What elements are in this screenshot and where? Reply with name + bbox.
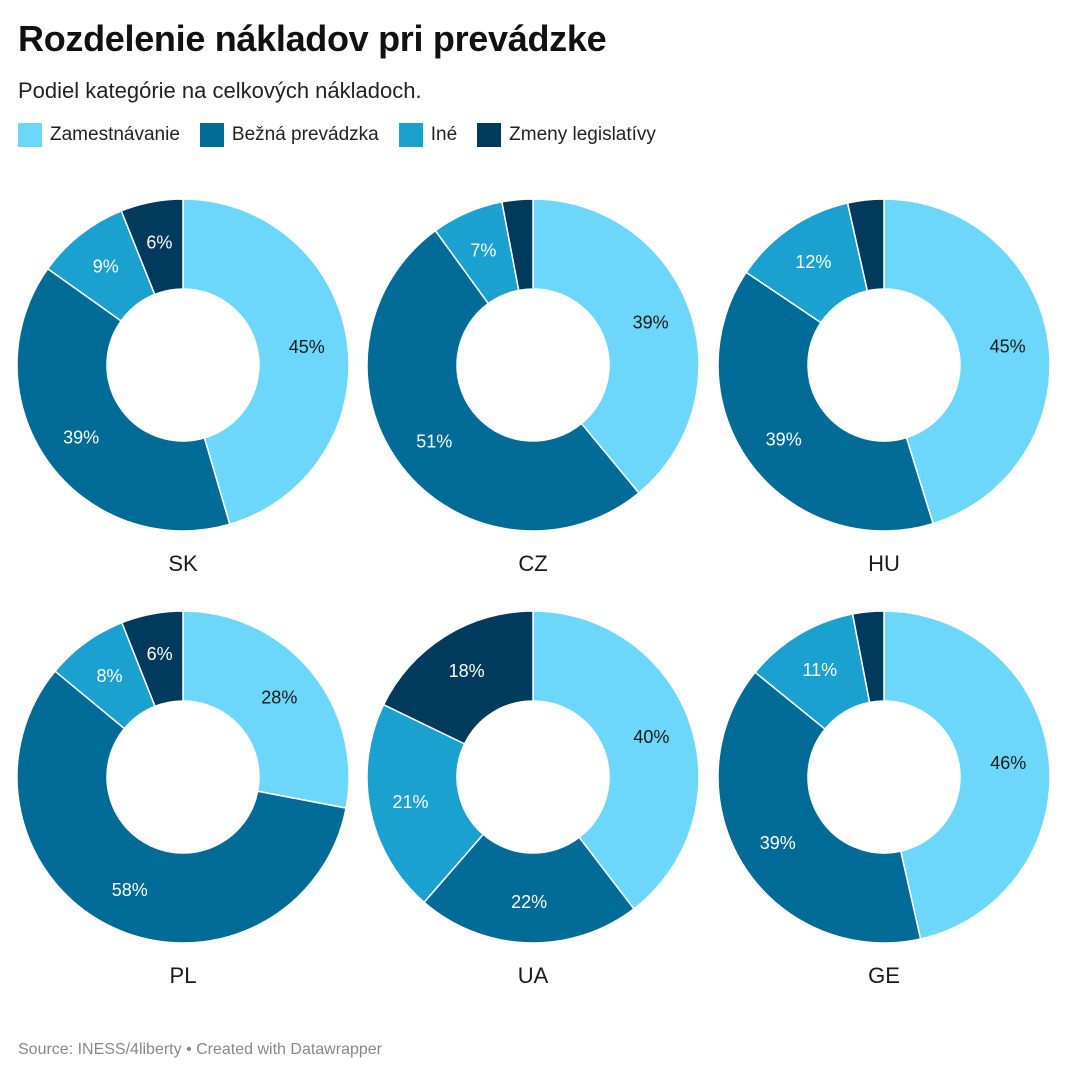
legend-label: Zmeny legislatívy	[509, 124, 656, 145]
slice-label-ine: 9%	[93, 257, 119, 277]
legend-label: Zamestnávanie	[50, 124, 180, 145]
slice-label-ine: 8%	[97, 666, 123, 686]
donut-svg: 45% 39% 9% 6%	[16, 198, 350, 532]
slice-label-bezna-prevadzka: 58%	[112, 880, 148, 900]
donut-title: GE	[868, 963, 900, 988]
legend-swatch	[398, 123, 423, 147]
source-footer: Source: INESS/4liberty • Created with Da…	[18, 1041, 382, 1058]
slice-label-bezna-prevadzka: 39%	[766, 430, 802, 450]
slice-zamestnavanie	[182, 198, 350, 526]
slice-ine	[366, 703, 485, 904]
slice-bezna-prevadzka	[423, 833, 635, 944]
slice-label-ine: 7%	[470, 240, 496, 260]
donut-svg: 46% 39% 11%	[717, 610, 1051, 944]
legend-item-ine: Iné	[398, 123, 458, 147]
slice-bezna-prevadzka	[717, 271, 934, 532]
slice-label-ine: 12%	[795, 252, 831, 272]
slice-bezna-prevadzka	[16, 267, 231, 532]
slice-zmeny-legislativy	[846, 198, 885, 292]
donut-chart-hu: 45% 39% 12%	[714, 195, 1054, 535]
slice-zmeny-legislativy	[501, 198, 534, 292]
slice-zamestnavanie	[883, 198, 1051, 525]
slice-label-zmeny-legislativy: 18%	[449, 661, 485, 681]
slice-label-zmeny-legislativy: 6%	[147, 644, 173, 664]
donut-svg: 39% 51% 7%	[366, 198, 700, 532]
donut-title: SK	[168, 551, 198, 576]
chart-title: Rozdelenie nákladov pri prevádzke	[18, 18, 607, 59]
slice-label-bezna-prevadzka: 39%	[760, 833, 796, 853]
donut-chart-ge: 46% 39% 11%	[714, 607, 1054, 947]
legend-item-zamestnavanie: Zamestnávanie	[18, 123, 180, 147]
donut-title: PL	[169, 963, 197, 988]
donut-title: UA	[517, 963, 549, 988]
slice-label-ine: 21%	[393, 792, 429, 812]
slice-label-zamestnavanie: 40%	[633, 727, 669, 747]
slice-zmeny-legislativy	[120, 198, 184, 296]
slice-label-bezna-prevadzka: 22%	[511, 892, 547, 912]
slice-zamestnavanie	[883, 610, 1051, 940]
donut-chart-pl: 28% 58% 8% 6%	[13, 607, 353, 947]
donut-chart-ua: 40% 22% 21% 18%	[363, 607, 703, 947]
legend-swatch	[18, 123, 42, 147]
slice-label-zamestnavanie: 46%	[990, 753, 1026, 773]
donut-chart-sk: 45% 39% 9% 6%	[13, 195, 353, 535]
legend-swatch	[199, 123, 224, 147]
slice-label-zamestnavanie: 45%	[289, 337, 325, 357]
slice-label-zmeny-legislativy: 6%	[146, 232, 172, 252]
legend: Zamestnávanie Bežná prevádzka Iné Zmeny …	[18, 123, 676, 147]
legend-label: Bežná prevádzka	[231, 124, 379, 145]
legend-item-zmeny-legislativy: Zmeny legislatívy	[477, 123, 656, 147]
slice-zamestnavanie	[182, 610, 350, 809]
slice-label-ine: 11%	[802, 660, 837, 680]
slice-label-zamestnavanie: 28%	[261, 687, 297, 707]
donut-svg: 28% 58% 8% 6%	[16, 610, 350, 944]
slice-label-bezna-prevadzka: 51%	[416, 432, 452, 452]
slice-bezna-prevadzka	[717, 671, 922, 944]
legend-item-bezna-prevadzka: Bežná prevádzka	[199, 123, 379, 147]
donut-svg: 40% 22% 21% 18%	[366, 610, 700, 944]
chart-subtitle: Podiel kategórie na celkových nákladoch.	[18, 78, 422, 103]
donut-title: CZ	[518, 551, 548, 576]
slice-label-zamestnavanie: 39%	[633, 313, 669, 333]
slice-bezna-prevadzka	[366, 229, 640, 532]
slice-label-bezna-prevadzka: 39%	[63, 428, 99, 448]
slice-zmeny-legislativy	[120, 610, 184, 708]
donut-chart-cz: 39% 51% 7%	[363, 195, 703, 535]
legend-label: Iné	[430, 124, 458, 145]
donut-title: HU	[868, 551, 900, 576]
slice-zmeny-legislativy	[382, 610, 534, 745]
slice-label-zamestnavanie: 45%	[990, 336, 1026, 356]
donut-svg: 45% 39% 12%	[717, 198, 1051, 532]
slice-zmeny-legislativy	[851, 610, 885, 704]
slice-zamestnavanie	[532, 198, 700, 494]
legend-swatch	[477, 123, 502, 147]
slice-zamestnavanie	[532, 610, 700, 910]
slice-bezna-prevadzka	[16, 670, 347, 944]
